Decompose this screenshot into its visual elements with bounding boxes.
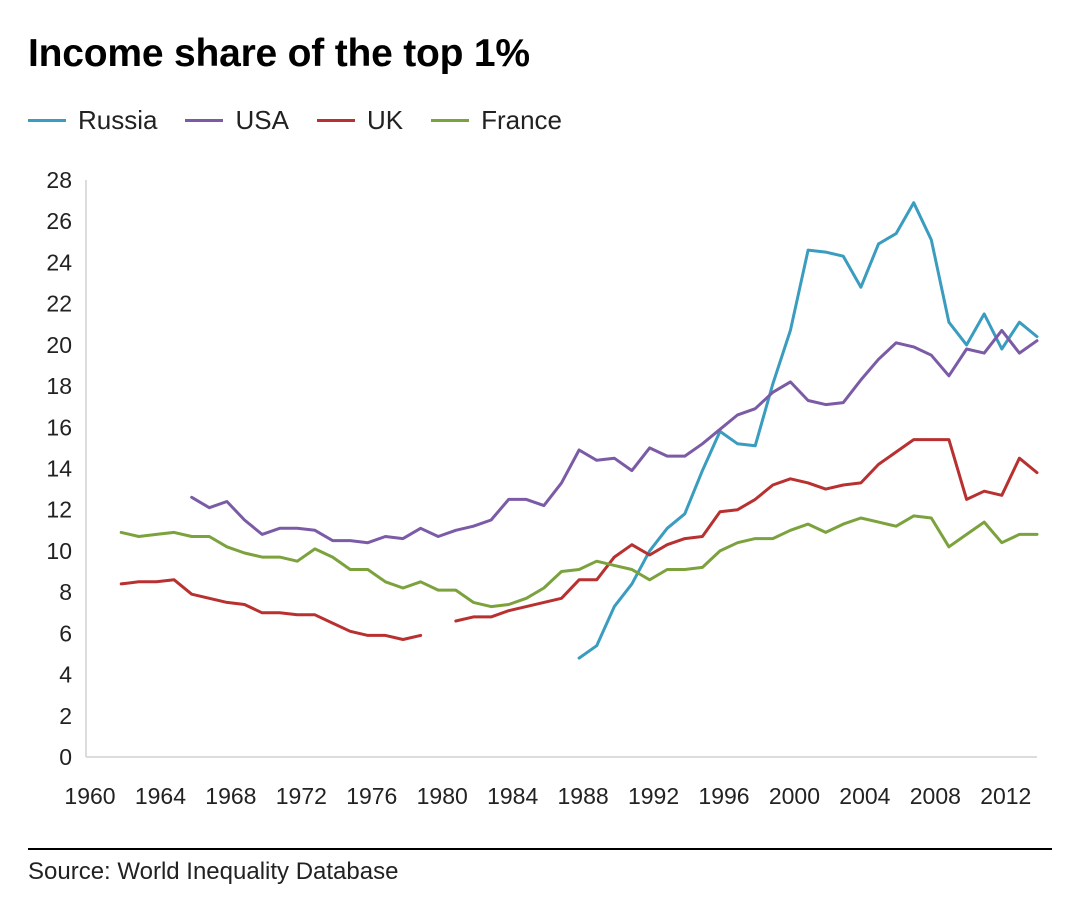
x-tick-label: 1992 bbox=[628, 783, 679, 809]
x-tick-label: 1964 bbox=[135, 783, 186, 809]
series-line-uk-segment-2 bbox=[454, 438, 1039, 623]
series-line-france bbox=[119, 514, 1039, 609]
y-tick-label: 10 bbox=[46, 538, 72, 564]
y-tick-label: 22 bbox=[46, 291, 72, 317]
legend-swatch-usa bbox=[185, 119, 224, 122]
x-tick-label: 1972 bbox=[276, 783, 327, 809]
x-tick-label: 2004 bbox=[839, 783, 890, 809]
y-tick-label: 16 bbox=[46, 414, 72, 440]
y-tick-label: 0 bbox=[59, 744, 72, 770]
y-tick-label: 26 bbox=[46, 208, 72, 234]
y-tick-label: 4 bbox=[59, 662, 72, 688]
x-tick-label: 2008 bbox=[910, 783, 961, 809]
legend-item-uk: UK bbox=[316, 105, 404, 136]
x-tick-label: 1996 bbox=[698, 783, 749, 809]
series-line-russia bbox=[577, 201, 1039, 660]
x-tick-label: 1976 bbox=[346, 783, 397, 809]
x-tick-label: 2012 bbox=[980, 783, 1031, 809]
series-line-usa bbox=[190, 328, 1039, 545]
y-tick-label: 8 bbox=[59, 579, 72, 605]
series-line-uk-segment-1 bbox=[119, 578, 423, 641]
source-divider bbox=[28, 848, 1052, 850]
legend-label-uk: UK bbox=[366, 105, 404, 135]
y-tick-label: 28 bbox=[46, 167, 72, 193]
legend-label-france: France bbox=[481, 105, 562, 135]
legend-item-usa: USA bbox=[185, 105, 289, 136]
x-tick-label: 1984 bbox=[487, 783, 538, 809]
legend-item-france: France bbox=[431, 105, 562, 136]
legend-swatch-uk bbox=[316, 119, 355, 122]
legend: Russia USA UK France bbox=[28, 105, 590, 136]
legend-swatch-russia bbox=[28, 119, 66, 122]
y-tick-label: 14 bbox=[46, 456, 72, 482]
x-tick-label: 2000 bbox=[769, 783, 820, 809]
source-note: Source: World Inequality Database bbox=[28, 858, 399, 885]
y-tick-label: 2 bbox=[59, 703, 72, 729]
chart-title: Income share of the top 1% bbox=[28, 32, 530, 75]
x-tick-label: 1968 bbox=[205, 783, 256, 809]
legend-item-russia: Russia bbox=[28, 105, 157, 136]
y-tick-label: 20 bbox=[46, 332, 72, 358]
y-tick-label: 18 bbox=[46, 373, 72, 399]
x-tick-label: 1980 bbox=[417, 783, 468, 809]
y-tick-label: 6 bbox=[59, 620, 72, 646]
y-tick-label: 12 bbox=[46, 497, 72, 523]
y-tick-label: 24 bbox=[46, 249, 72, 275]
legend-label-usa: USA bbox=[235, 105, 289, 135]
x-tick-label: 1988 bbox=[558, 783, 609, 809]
x-tick-label: 1960 bbox=[64, 783, 115, 809]
legend-label-russia: Russia bbox=[78, 105, 158, 135]
legend-swatch-france bbox=[431, 119, 470, 122]
